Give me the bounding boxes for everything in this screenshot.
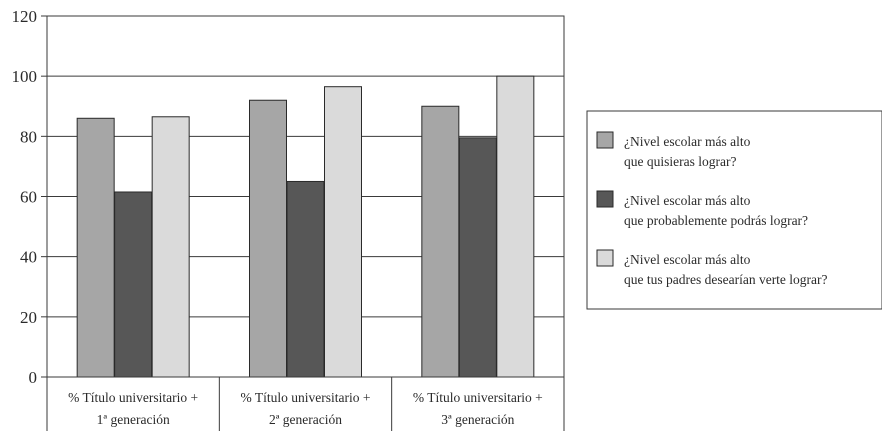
- legend-swatch: [596, 190, 614, 208]
- y-tick-label: 0: [29, 368, 38, 387]
- y-axis-ticks: 0 20 40 60 80 100 120: [12, 7, 47, 387]
- legend-label: que quisieras lograr?: [624, 154, 736, 169]
- y-tick-label: 40: [20, 248, 37, 267]
- y-tick-label: 100: [12, 67, 38, 86]
- legend-label: ¿Nivel escolar más alto: [624, 193, 751, 208]
- bar: [76, 117, 115, 378]
- legend-label: ¿Nivel escolar más alto: [624, 134, 751, 149]
- bar: [458, 137, 497, 378]
- category-label: 1ª generación: [97, 412, 170, 427]
- category-label: % Título universitario +: [241, 390, 371, 405]
- category-label: % Título universitario +: [413, 390, 543, 405]
- legend-label: que probablemente podrás lograr?: [624, 213, 808, 228]
- bar: [286, 180, 325, 378]
- legend-box: [586, 110, 882, 310]
- legend-swatch: [596, 131, 614, 149]
- bar: [496, 75, 535, 378]
- bars: [76, 75, 535, 378]
- legend: ¿Nivel escolar más alto que quisieras log…: [586, 110, 882, 310]
- legend-swatch: [596, 249, 614, 267]
- y-tick-label: 20: [20, 308, 37, 327]
- bar: [249, 99, 287, 378]
- legend-label: que tus padres desearían verte lograr?: [624, 272, 828, 287]
- y-tick-label: 60: [20, 188, 37, 207]
- bar: [421, 105, 460, 378]
- category-label: 2ª generación: [269, 412, 342, 427]
- bar: [114, 191, 153, 378]
- x-axis-categories: % Título universitario + 1ª generación % T…: [46, 377, 565, 431]
- category-label: 3ª generación: [441, 412, 514, 427]
- category-label: % Título universitario +: [68, 390, 198, 405]
- bar: [151, 116, 190, 378]
- legend-label: ¿Nivel escolar más alto: [624, 252, 751, 267]
- y-tick-label: 120: [12, 7, 38, 26]
- bar: [324, 86, 362, 378]
- y-tick-label: 80: [20, 127, 37, 146]
